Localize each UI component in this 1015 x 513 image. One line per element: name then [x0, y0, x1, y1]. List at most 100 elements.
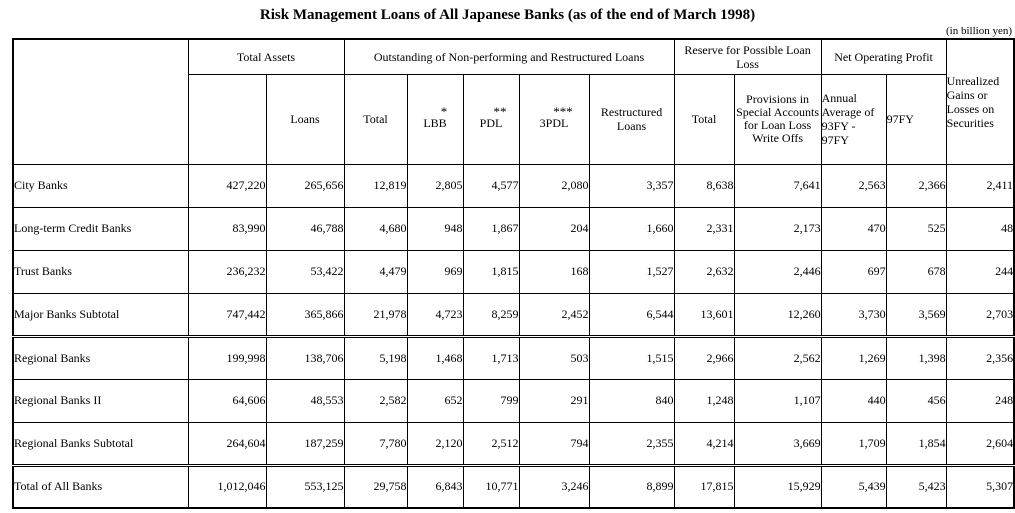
- cell: 5,198: [343, 334, 408, 380]
- cell: 747,442: [187, 292, 267, 337]
- cell: 3,669: [733, 421, 822, 466]
- header-annual-average: Annual Average of 93FY - 97FY: [820, 73, 887, 165]
- cell: 1,709: [820, 421, 887, 466]
- header-unrealized-gains: Unrealized Gains or Losses on Securities: [945, 38, 1015, 165]
- cell: 427,220: [187, 163, 267, 208]
- cell: 5,307: [945, 463, 1015, 509]
- table-row-regional-banks-subtotal: Regional Banks Subtotal 264,604 187,259 …: [12, 421, 1015, 466]
- cell: 138,706: [265, 334, 345, 380]
- cell: 17,815: [673, 463, 735, 509]
- cell: 1,398: [885, 334, 947, 380]
- header-outstanding-npl: Outstanding of Non-performing and Restru…: [343, 38, 675, 75]
- cell: 12,260: [733, 292, 822, 337]
- cell: 3,357: [588, 163, 675, 208]
- page-title: Risk Management Loans of All Japanese Ba…: [259, 7, 756, 23]
- cell: 525: [885, 206, 947, 251]
- cell: 678: [885, 249, 947, 294]
- cell: 7,780: [343, 421, 408, 466]
- cell: 2,582: [343, 378, 408, 423]
- header-net-operating-profit: Net Operating Profit: [820, 38, 947, 75]
- header-97fy: 97FY: [885, 73, 947, 165]
- cell: 187,259: [265, 421, 345, 466]
- cell: 5,423: [885, 463, 947, 509]
- row-label: Major Banks Subtotal: [12, 292, 189, 337]
- cell: 1,527: [588, 249, 675, 294]
- table-row-city-banks: City Banks 427,220 265,656 12,819 2,805 …: [12, 163, 1015, 208]
- lbb-label: LBB: [423, 116, 447, 130]
- cell: 470: [820, 206, 887, 251]
- header-row-sections: Total Assets Outstanding of Non-performi…: [12, 38, 1015, 165]
- cell: 697: [820, 249, 887, 294]
- 3pdl-asterisk: ***: [553, 104, 573, 119]
- 3pdl-label: 3PDL: [539, 116, 569, 130]
- row-label: Regional Banks II: [12, 378, 189, 423]
- cell: 1,107: [733, 378, 822, 423]
- cell: 1,713: [462, 334, 520, 380]
- cell: 2,331: [673, 206, 735, 251]
- cell: 10,771: [462, 463, 520, 509]
- cell: 3,569: [885, 292, 947, 337]
- cell: 794: [518, 421, 590, 466]
- cell: 7,641: [733, 163, 822, 208]
- cell: 2,411: [945, 163, 1015, 208]
- row-label: Trust Banks: [12, 249, 189, 294]
- table-row-total-of-all-banks: Total of All Banks 1,012,046 553,125 29,…: [12, 463, 1015, 509]
- cell: 799: [462, 378, 520, 423]
- cell: 15,929: [733, 463, 822, 509]
- cell: 553,125: [265, 463, 345, 509]
- header-npl-total: Total: [343, 73, 408, 165]
- cell: 12,819: [343, 163, 408, 208]
- header-restructured-loans: Restructured Loans: [588, 73, 675, 165]
- cell: 2,512: [462, 421, 520, 466]
- cell: 265,656: [265, 163, 345, 208]
- pdl-asterisk: **: [493, 104, 507, 119]
- cell: 1,854: [885, 421, 947, 466]
- cell: 8,638: [673, 163, 735, 208]
- cell: 1,515: [588, 334, 675, 380]
- cell: 652: [406, 378, 464, 423]
- cell: 5,439: [820, 463, 887, 509]
- cell: 2,966: [673, 334, 735, 380]
- cell: 236,232: [187, 249, 267, 294]
- table-row-regional-banks: Regional Banks 199,998 138,706 5,198 1,4…: [12, 334, 1015, 380]
- cell: 969: [406, 249, 464, 294]
- cell: 2,563: [820, 163, 887, 208]
- row-label: Regional Banks Subtotal: [12, 421, 189, 466]
- cell: 2,604: [945, 421, 1015, 466]
- cell: 1,248: [673, 378, 735, 423]
- cell: 8,899: [588, 463, 675, 509]
- header-lbb: * LBB: [406, 73, 464, 165]
- header-pdl: ** PDL: [462, 73, 520, 165]
- cell: 2,080: [518, 163, 590, 208]
- cell: 2,805: [406, 163, 464, 208]
- cell: 248: [945, 378, 1015, 423]
- cell: 4,577: [462, 163, 520, 208]
- cell: 2,356: [945, 334, 1015, 380]
- cell: 948: [406, 206, 464, 251]
- row-label: Total of All Banks: [12, 463, 189, 509]
- cell: 440: [820, 378, 887, 423]
- cell: 199,998: [187, 334, 267, 380]
- cell: 29,758: [343, 463, 408, 509]
- cell: 46,788: [265, 206, 345, 251]
- cell: 2,452: [518, 292, 590, 337]
- cell: 2,562: [733, 334, 822, 380]
- cell: 1,660: [588, 206, 675, 251]
- row-label: Regional Banks: [12, 334, 189, 380]
- cell: 13,601: [673, 292, 735, 337]
- header-loans: Loans: [265, 73, 345, 165]
- header-provisions: Provisions in Special Accounts for Loan …: [733, 73, 822, 165]
- cell: 4,723: [406, 292, 464, 337]
- cell: 1,815: [462, 249, 520, 294]
- table-row-regional-banks-2: Regional Banks II 64,606 48,553 2,582 65…: [12, 378, 1015, 423]
- cell: 48: [945, 206, 1015, 251]
- cell: 244: [945, 249, 1015, 294]
- cell: 291: [518, 378, 590, 423]
- cell: 83,990: [187, 206, 267, 251]
- cell: 2,446: [733, 249, 822, 294]
- corner-cell: [12, 38, 189, 165]
- table-row-long-term-credit-banks: Long-term Credit Banks 83,990 46,788 4,6…: [12, 206, 1015, 251]
- cell: 8,259: [462, 292, 520, 337]
- cell: 6,544: [588, 292, 675, 337]
